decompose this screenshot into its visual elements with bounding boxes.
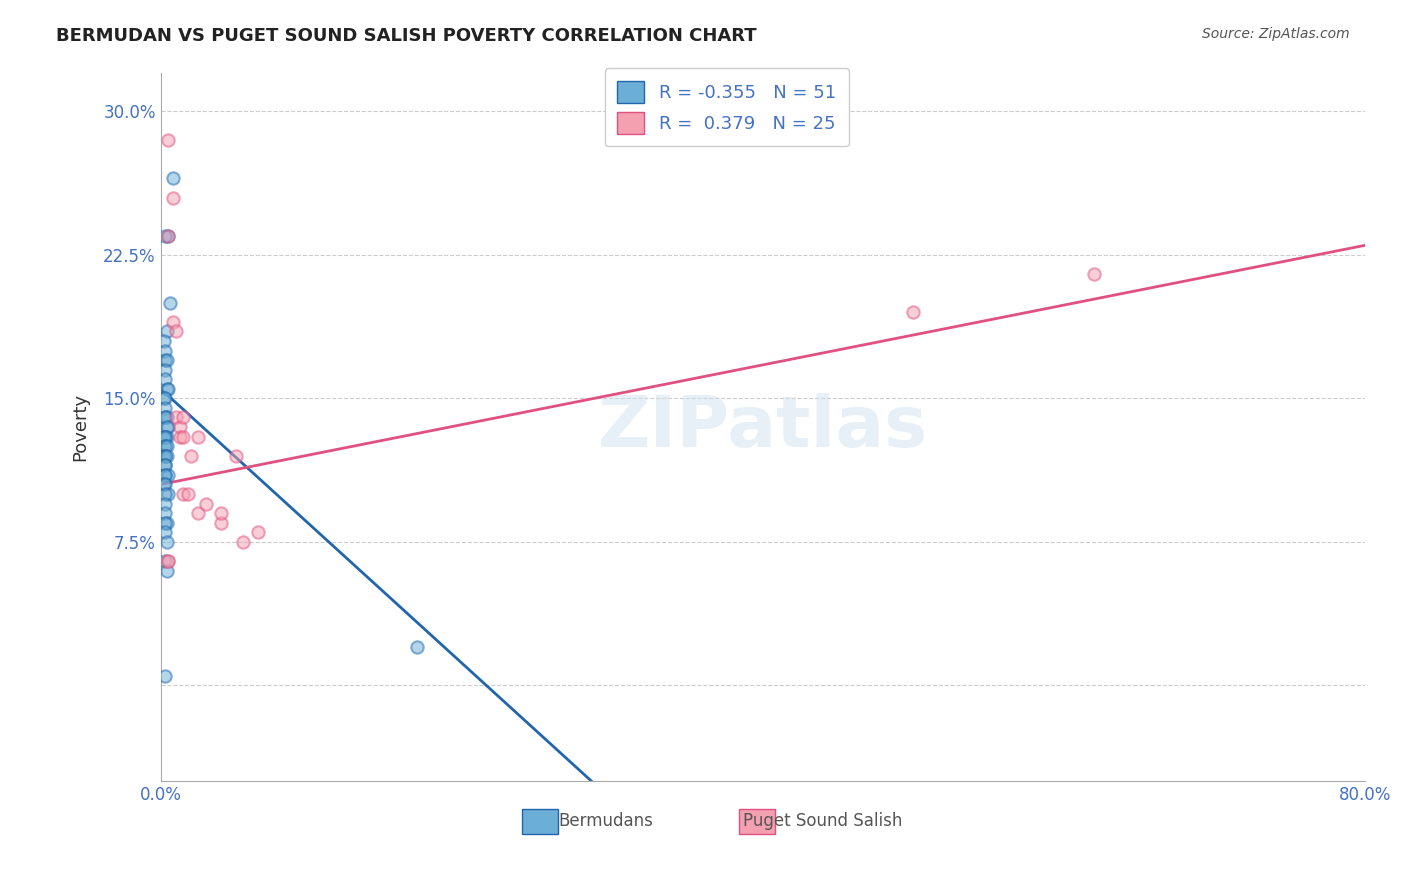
Point [157,554,180,568]
Point [187,506,209,520]
Point [156,534,179,549]
Point [157,487,180,501]
Point [405,640,427,654]
Point [153,228,176,243]
Point [157,554,180,568]
Point [177,487,200,501]
Point [152,477,174,491]
Point [153,497,176,511]
Point [172,429,194,443]
Point [153,669,176,683]
FancyBboxPatch shape [738,809,775,834]
Point [153,410,176,425]
Point [153,487,176,501]
Point [162,171,184,186]
Point [156,410,179,425]
Point [157,420,180,434]
Point [153,410,176,425]
Legend: R = -0.355   N = 51, R =  0.379   N = 25: R = -0.355 N = 51, R = 0.379 N = 25 [605,68,849,146]
Point [156,429,179,443]
Text: BERMUDAN VS PUGET SOUND SALISH POVERTY CORRELATION CHART: BERMUDAN VS PUGET SOUND SALISH POVERTY C… [56,27,756,45]
Point [153,554,176,568]
Point [156,449,179,463]
Point [156,439,179,453]
Point [209,516,232,530]
Point [153,458,176,473]
Point [153,516,176,530]
Point [153,449,176,463]
Point [156,516,179,530]
Point [152,334,174,348]
Point [225,449,247,463]
Point [152,429,174,443]
Point [153,353,176,368]
Point [169,429,191,443]
Point [157,228,180,243]
Point [153,477,176,491]
Point [157,228,180,243]
Point [169,420,191,434]
Point [153,449,176,463]
Point [152,392,174,406]
Text: Source: ZipAtlas.com: Source: ZipAtlas.com [1202,27,1350,41]
Point [153,401,176,415]
Point [209,506,232,520]
Point [153,449,176,463]
Point [156,382,179,396]
Point [153,362,176,376]
Text: Puget Sound Salish: Puget Sound Salish [744,813,903,830]
Point [153,506,176,520]
Point [156,353,179,368]
Point [156,325,179,339]
Point [153,467,176,482]
Point [157,133,180,147]
Point [180,449,202,463]
Point [153,343,176,358]
Point [162,315,184,329]
Point [159,295,181,310]
Text: ZIPatlas: ZIPatlas [598,392,928,461]
Point [153,429,176,443]
Point [903,305,925,319]
Point [232,534,254,549]
Point [153,392,176,406]
Y-axis label: Poverty: Poverty [72,393,89,461]
Text: Bermudans: Bermudans [558,813,654,830]
Point [1083,267,1105,281]
Point [156,564,179,578]
Point [157,467,180,482]
Point [165,325,187,339]
Point [153,525,176,540]
Point [162,190,184,204]
Point [153,372,176,386]
Point [156,420,179,434]
Point [157,382,180,396]
Point [153,439,176,453]
Point [153,458,176,473]
Point [172,487,194,501]
Point [172,410,194,425]
Point [194,497,217,511]
Point [247,525,270,540]
Point [153,467,176,482]
Point [153,429,176,443]
Point [165,410,187,425]
FancyBboxPatch shape [522,809,558,834]
Point [187,429,209,443]
Point [153,439,176,453]
